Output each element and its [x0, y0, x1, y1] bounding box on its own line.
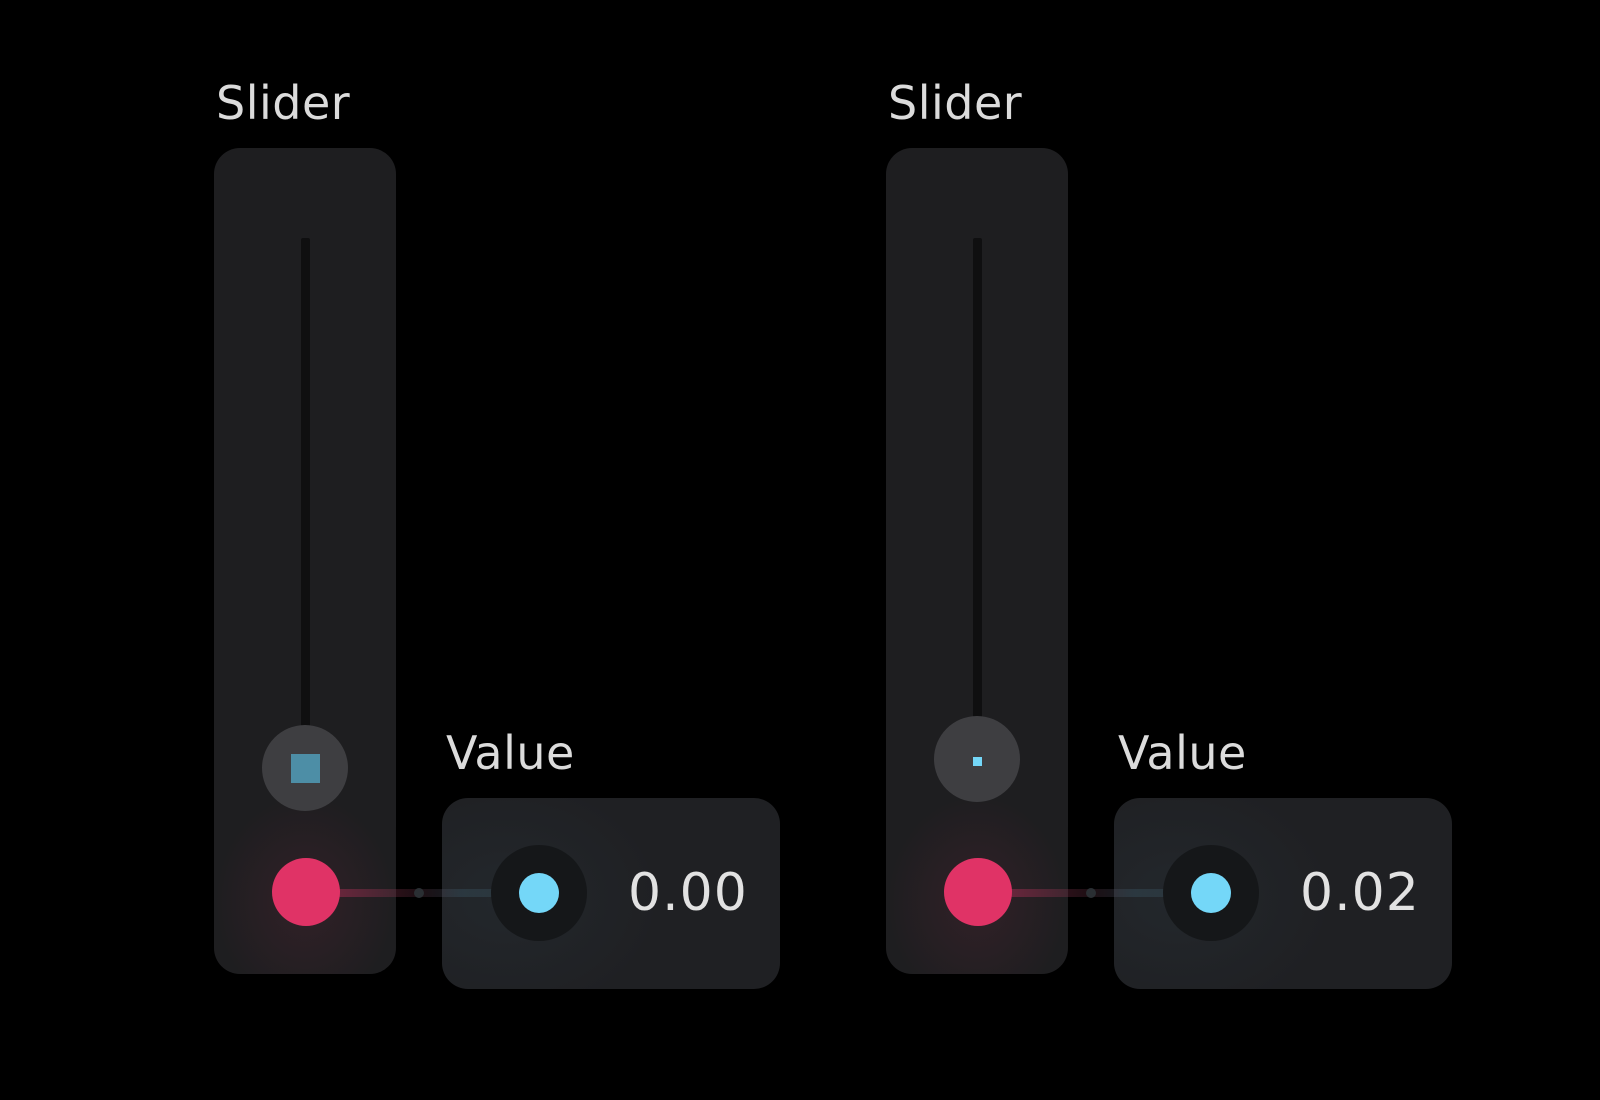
slider-node-title: Slider — [888, 76, 1023, 130]
slider-node-title: Slider — [216, 76, 351, 130]
slider-thumb[interactable] — [262, 725, 348, 811]
slider-node[interactable] — [214, 148, 396, 974]
value-node-title: Value — [446, 726, 575, 780]
value-readout: 0.00 — [628, 863, 748, 923]
slider-track[interactable] — [973, 238, 982, 770]
wire-midpoint — [1086, 888, 1096, 898]
node-group-1: Slider Value 0.00 — [214, 0, 780, 1100]
input-port-socket[interactable] — [491, 845, 587, 941]
connection-wire — [1008, 889, 1186, 897]
input-port[interactable] — [519, 873, 559, 913]
input-port-socket[interactable] — [1163, 845, 1259, 941]
slider-thumb[interactable] — [934, 716, 1020, 802]
slider-thumb-indicator — [973, 757, 982, 766]
input-port[interactable] — [1191, 873, 1231, 913]
value-node[interactable]: 0.00 — [442, 798, 780, 989]
value-readout: 0.02 — [1300, 863, 1420, 923]
value-node[interactable]: 0.02 — [1114, 798, 1452, 989]
slider-thumb-indicator — [291, 754, 320, 783]
wire-midpoint — [414, 888, 424, 898]
output-port[interactable] — [944, 858, 1012, 926]
node-group-2: Slider Value 0.02 — [886, 0, 1452, 1100]
value-node-title: Value — [1118, 726, 1247, 780]
slider-node[interactable] — [886, 148, 1068, 974]
output-port[interactable] — [272, 858, 340, 926]
slider-track[interactable] — [301, 238, 310, 770]
connection-wire — [336, 889, 514, 897]
